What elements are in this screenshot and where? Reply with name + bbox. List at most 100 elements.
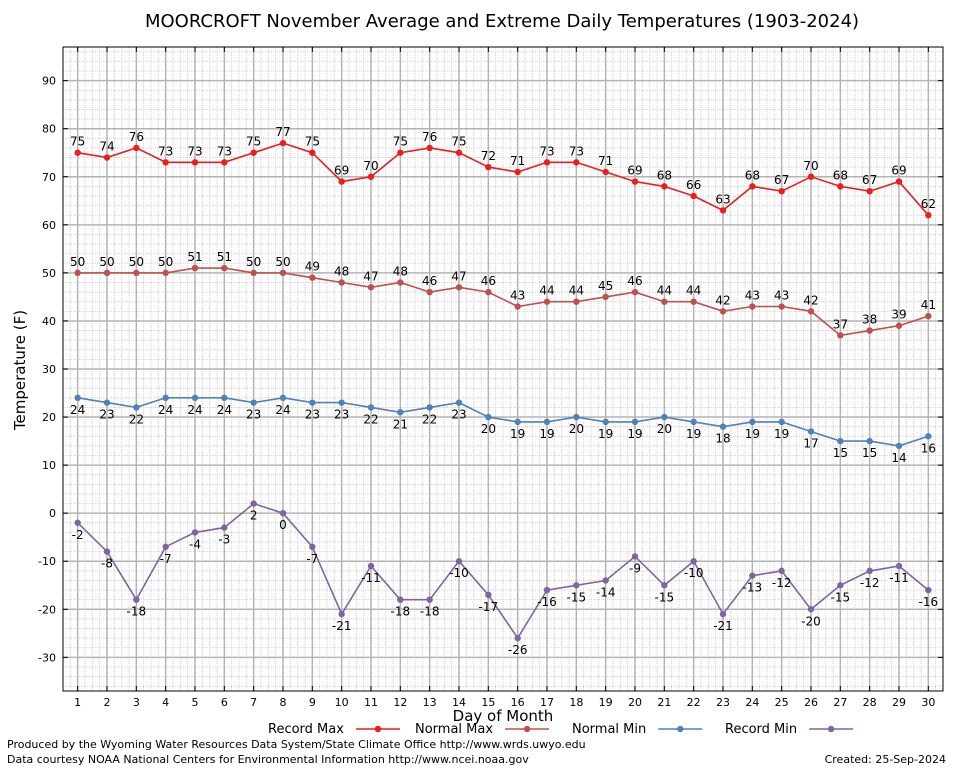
data-label: -3 [218, 533, 230, 547]
data-point [309, 149, 316, 156]
data-label: -8 [101, 557, 113, 571]
data-label: 14 [891, 451, 906, 465]
y-tick-label: 20 [42, 411, 56, 424]
data-point [573, 413, 580, 421]
series-line [77, 267, 929, 337]
data-label: 70 [363, 159, 378, 173]
data-label: -12 [772, 576, 792, 590]
data-label: 76 [129, 130, 144, 144]
chart-title: MOORCROFT November Average and Extreme D… [145, 11, 859, 32]
data-point [162, 269, 169, 277]
data-label: -16 [537, 595, 557, 609]
data-label: 75 [246, 135, 261, 149]
data-label: 50 [99, 255, 114, 269]
x-tick-label: 23 [716, 696, 730, 709]
data-label: 68 [745, 168, 760, 182]
data-label: 43 [510, 289, 525, 303]
x-tick-label: 9 [309, 696, 316, 709]
data-label: 73 [539, 144, 554, 158]
data-point [719, 308, 727, 315]
data-point [631, 553, 639, 560]
x-tick-label: 5 [192, 696, 199, 709]
data-point [397, 149, 404, 156]
data-label: 18 [715, 432, 730, 446]
data-label: 19 [539, 427, 554, 441]
data-label: 24 [187, 403, 202, 417]
x-tick-label: 29 [892, 696, 906, 709]
x-tick-label: 16 [511, 696, 525, 709]
data-label: 68 [833, 168, 848, 182]
x-tick-label: 8 [280, 696, 287, 709]
data-label: 46 [481, 274, 496, 288]
data-label: 23 [334, 408, 349, 422]
data-point [367, 284, 375, 291]
data-label: 44 [686, 284, 701, 298]
data-label: 49 [305, 260, 320, 274]
data-label: 2 [250, 509, 258, 523]
data-label: 19 [510, 427, 525, 441]
data-point [250, 399, 257, 406]
data-point [543, 159, 551, 166]
data-label: 74 [99, 140, 114, 154]
data-point [455, 284, 463, 291]
data-label: -7 [306, 552, 318, 566]
data-point [191, 529, 199, 536]
data-label: 47 [363, 269, 378, 283]
data-point [807, 173, 815, 180]
y-tick-label: -10 [38, 555, 56, 568]
data-point [309, 274, 316, 281]
data-point [690, 298, 697, 305]
data-point [631, 178, 639, 185]
data-label: 44 [657, 284, 672, 298]
data-point [602, 293, 609, 301]
legend-label: Normal Min [572, 722, 646, 737]
data-label: -4 [189, 537, 201, 551]
data-label: 23 [305, 408, 320, 422]
data-point [573, 582, 580, 589]
footer-created-date: Created: 25-Sep-2024 [825, 753, 946, 766]
data-point [338, 610, 345, 618]
data-label: 24 [70, 403, 85, 417]
data-point [866, 327, 873, 334]
data-point [895, 322, 903, 329]
data-label: -18 [391, 605, 411, 619]
x-tick-label: 2 [104, 696, 111, 709]
data-point [690, 418, 697, 426]
y-tick-label: 50 [42, 267, 56, 280]
legend-marker [374, 725, 382, 733]
data-label: -15 [655, 590, 675, 604]
data-label: -10 [684, 566, 704, 580]
data-point [690, 192, 697, 200]
x-tick-label: 28 [863, 696, 877, 709]
data-point [778, 187, 785, 195]
legend-item-record-max: Record Max [268, 722, 400, 737]
data-point [895, 178, 903, 185]
data-point [74, 519, 81, 526]
data-label: 17 [803, 436, 818, 450]
data-point [866, 437, 873, 445]
data-label: 73 [217, 144, 232, 158]
data-point [719, 423, 727, 430]
series-layer: 75 74 76 73 73 73 75 77 75 69 70 75 76 75 72 71 73 73 71 69… [70, 125, 938, 657]
data-label: 48 [334, 264, 349, 278]
data-point [485, 163, 492, 171]
data-point [191, 264, 199, 272]
data-label: 42 [715, 293, 730, 307]
data-label: -17 [479, 600, 499, 614]
data-label: 23 [246, 408, 261, 422]
data-label: -26 [508, 643, 528, 657]
data-label: 15 [833, 446, 848, 460]
data-point [397, 409, 404, 416]
data-label: 45 [598, 279, 613, 293]
data-point [749, 303, 756, 310]
x-tick-label: 27 [833, 696, 847, 709]
data-point [778, 303, 785, 310]
data-label: 48 [393, 264, 408, 278]
data-point [749, 572, 756, 579]
data-point [221, 394, 228, 402]
x-tick-label: 12 [393, 696, 407, 709]
data-point [514, 418, 521, 426]
data-label: 75 [70, 135, 85, 149]
data-label: 71 [598, 154, 613, 168]
series-normal-min: 24 23 22 24 24 24 23 24 23 23 22 21 22 23 20 19 19 20 19 19… [70, 394, 936, 465]
